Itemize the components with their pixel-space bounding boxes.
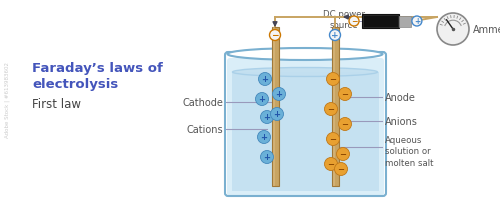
Text: Cations: Cations xyxy=(186,124,223,134)
Text: −: − xyxy=(328,105,334,114)
Circle shape xyxy=(256,93,268,106)
Bar xyxy=(232,73,379,191)
Text: −: − xyxy=(340,150,346,159)
Bar xyxy=(332,28,339,186)
Text: Adobe Stock | #613983602: Adobe Stock | #613983602 xyxy=(4,62,10,137)
Circle shape xyxy=(260,151,274,164)
Text: −: − xyxy=(342,90,348,99)
Circle shape xyxy=(338,88,351,101)
Text: Faraday’s laws of
electrolysis: Faraday’s laws of electrolysis xyxy=(32,62,163,91)
Text: −: − xyxy=(328,160,334,169)
Circle shape xyxy=(334,163,347,176)
Text: Ammeter: Ammeter xyxy=(473,25,500,35)
Text: −: − xyxy=(351,17,357,26)
Circle shape xyxy=(437,14,469,46)
Text: Aqueous
solution or
molten salt: Aqueous solution or molten salt xyxy=(385,136,434,167)
Text: −: − xyxy=(342,120,348,129)
Ellipse shape xyxy=(232,68,378,77)
Circle shape xyxy=(324,158,338,171)
Text: +: + xyxy=(264,153,270,162)
Circle shape xyxy=(349,17,359,27)
Circle shape xyxy=(326,73,340,86)
Bar xyxy=(273,28,275,186)
Circle shape xyxy=(324,103,338,116)
Text: +: + xyxy=(258,95,266,104)
Text: Anions: Anions xyxy=(385,116,418,126)
Circle shape xyxy=(260,111,274,124)
Text: +: + xyxy=(260,133,268,142)
Text: +: + xyxy=(264,113,270,122)
Text: First law: First law xyxy=(32,98,81,110)
Circle shape xyxy=(270,108,283,121)
Circle shape xyxy=(330,30,340,41)
Text: +: + xyxy=(276,90,282,99)
Text: +: + xyxy=(331,31,339,40)
Circle shape xyxy=(326,133,340,146)
Text: Cathode: Cathode xyxy=(182,98,223,107)
Bar xyxy=(400,16,411,27)
Bar xyxy=(333,28,335,186)
Text: DC power
source: DC power source xyxy=(323,10,365,30)
Circle shape xyxy=(270,30,280,41)
Bar xyxy=(364,16,398,27)
Circle shape xyxy=(336,148,349,161)
FancyBboxPatch shape xyxy=(227,59,384,196)
Bar xyxy=(362,15,400,29)
Circle shape xyxy=(338,118,351,131)
Text: −: − xyxy=(338,165,344,174)
Text: +: + xyxy=(414,17,420,26)
Text: +: + xyxy=(262,75,268,84)
Text: −: − xyxy=(330,135,336,144)
Circle shape xyxy=(412,17,422,27)
Circle shape xyxy=(272,88,285,101)
Circle shape xyxy=(258,131,270,144)
Bar xyxy=(272,28,279,186)
Text: +: + xyxy=(274,110,280,119)
Ellipse shape xyxy=(228,49,382,61)
Text: −: − xyxy=(330,75,336,84)
Text: −: − xyxy=(271,31,279,40)
Text: Anode: Anode xyxy=(385,93,416,102)
Circle shape xyxy=(258,73,272,86)
